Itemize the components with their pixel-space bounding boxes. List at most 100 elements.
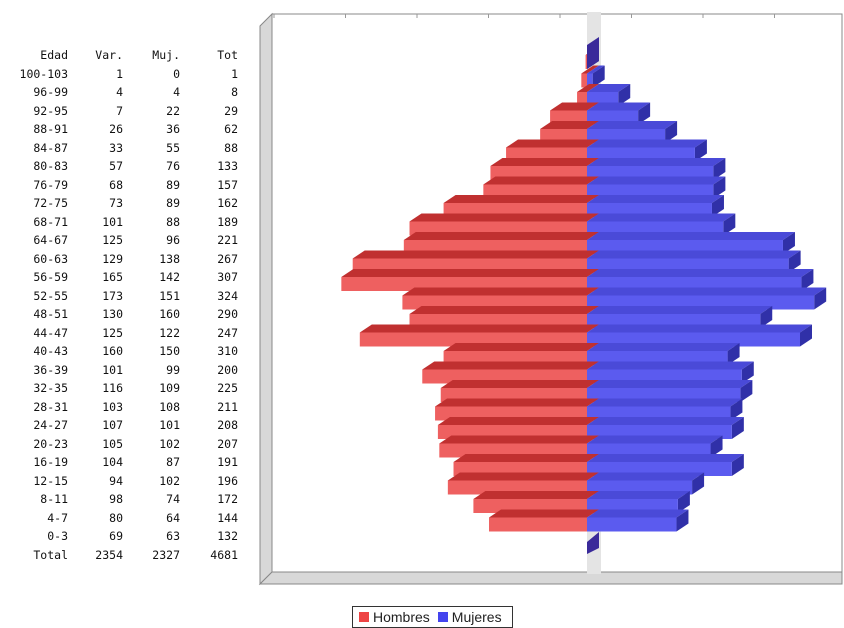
bar-mujeres-side	[713, 176, 726, 199]
bar-mujeres-side	[713, 158, 726, 180]
table-cell: 88-91	[33, 122, 68, 136]
table-row: 40-43 160 150 310	[0, 344, 245, 362]
table-cell: 130	[102, 307, 123, 321]
table-cell: 133	[217, 159, 238, 173]
bar-mujeres-side	[782, 232, 795, 254]
table-cell: 76-79	[33, 177, 68, 192]
table-cell: 98	[109, 492, 123, 506]
table-cell: 173	[102, 288, 123, 303]
table-row: 20-23 105 102 207	[0, 437, 245, 455]
table-cell: 2354	[95, 547, 123, 562]
table-cell: 80	[109, 510, 123, 525]
chart-frame-side	[259, 12, 273, 586]
table-cell: 33	[109, 140, 123, 155]
bar-mujeres-side	[788, 250, 801, 273]
bar-mujeres-top	[587, 380, 753, 388]
population-pyramid-chart	[258, 12, 843, 586]
table-row: 60-63 129 138 267	[0, 252, 245, 270]
table-cell: Muj.	[152, 48, 180, 62]
bar-mujeres-side	[618, 84, 631, 106]
table-row: 32-35 116 109 225	[0, 381, 245, 399]
bar-mujeres-top	[587, 491, 690, 499]
table-cell: 102	[159, 473, 180, 488]
table-row: 84-87 33 55 88	[0, 141, 245, 159]
table-cell: 8-11	[40, 492, 68, 506]
table-cell: 62	[224, 122, 238, 136]
legend-swatch-hombres	[359, 612, 369, 622]
table-cell: 44-47	[33, 325, 68, 340]
table-cell: 20-23	[33, 436, 68, 451]
table-cell: 157	[217, 177, 238, 192]
bar-hombres-top	[577, 84, 599, 92]
bar-mujeres-top	[587, 158, 726, 166]
table-cell: 48-51	[33, 307, 68, 321]
table-cell: 4	[116, 85, 123, 99]
table-cell: 64-67	[33, 233, 68, 247]
bar-mujeres-side	[814, 287, 827, 310]
bar-hombres-top	[422, 361, 599, 370]
table-cell: 68-71	[33, 214, 68, 229]
table-cell: 310	[217, 344, 238, 358]
table-cell: 55	[166, 140, 180, 155]
bar-mujeres-top	[587, 102, 651, 111]
table-cell: 2327	[152, 547, 180, 562]
table-cell: 1	[116, 66, 123, 81]
table-cell: 57	[109, 159, 123, 173]
table-cell: 103	[102, 399, 123, 414]
table-cell: 144	[217, 510, 238, 525]
bar-mujeres-side	[731, 454, 744, 476]
bar-mujeres-top	[587, 213, 736, 222]
bar-mujeres-side	[677, 491, 690, 513]
table-cell: 64	[166, 510, 180, 525]
table-total-row: Total 2354 2327 4681	[0, 548, 245, 566]
table-cell: 165	[102, 270, 123, 284]
table-row: 72-75 73 89 162	[0, 196, 245, 214]
table-cell: 267	[217, 251, 238, 266]
table-cell: 88	[166, 214, 180, 229]
table-cell: Edad	[40, 48, 68, 62]
table-cell: 125	[102, 325, 123, 340]
bar-hombres-top	[447, 472, 599, 481]
bar-mujeres-top	[587, 176, 726, 185]
bar-mujeres-top	[587, 324, 812, 333]
table-cell: 29	[224, 103, 238, 118]
bar-mujeres-top	[587, 417, 744, 425]
table-row: 4-7 80 64 144	[0, 511, 245, 529]
table-cell: 36-39	[33, 362, 68, 377]
table-cell: 40-43	[33, 344, 68, 358]
table-row: 88-91 26 36 62	[0, 122, 245, 140]
table-cell: 26	[109, 122, 123, 136]
table-cell: 221	[217, 233, 238, 247]
chart-legend: Hombres Mujeres	[352, 606, 513, 628]
bar-mujeres	[587, 517, 677, 532]
table-cell: 160	[159, 307, 180, 321]
bar-mujeres-side	[731, 417, 744, 439]
table-row: 36-39 101 99 200	[0, 363, 245, 381]
table-cell: 88	[224, 140, 238, 155]
table-cell: 207	[217, 436, 238, 451]
table-cell: 172	[217, 492, 238, 506]
table-cell: 247	[217, 325, 238, 340]
bar-hombres	[581, 73, 587, 88]
table-row: 68-71 101 88 189	[0, 215, 245, 233]
bar-hombres-top	[581, 65, 599, 74]
table-cell: 307	[217, 270, 238, 284]
chart-frame-floor	[258, 571, 843, 585]
legend-item-mujeres: Mujeres	[436, 609, 502, 625]
table-cell: 290	[217, 307, 238, 321]
bar-mujeres-top	[587, 65, 605, 74]
table-cell: 208	[217, 418, 238, 432]
table-row: 52-55 173 151 324	[0, 289, 245, 307]
bar-mujeres	[587, 73, 593, 88]
table-cell: 87	[166, 455, 180, 469]
legend-item-hombres: Hombres	[357, 609, 430, 625]
bar-mujeres-top	[587, 269, 814, 277]
table-cell: 105	[102, 436, 123, 451]
center-bottom-cap	[587, 532, 599, 554]
table-cell: 16-19	[33, 455, 68, 469]
table-row: 48-51 130 160 290	[0, 307, 245, 325]
table-cell: 0-3	[47, 529, 68, 543]
bar-mujeres-top	[587, 361, 754, 370]
legend-label-mujeres: Mujeres	[451, 609, 502, 625]
table-row: 16-19 104 87 191	[0, 455, 245, 473]
